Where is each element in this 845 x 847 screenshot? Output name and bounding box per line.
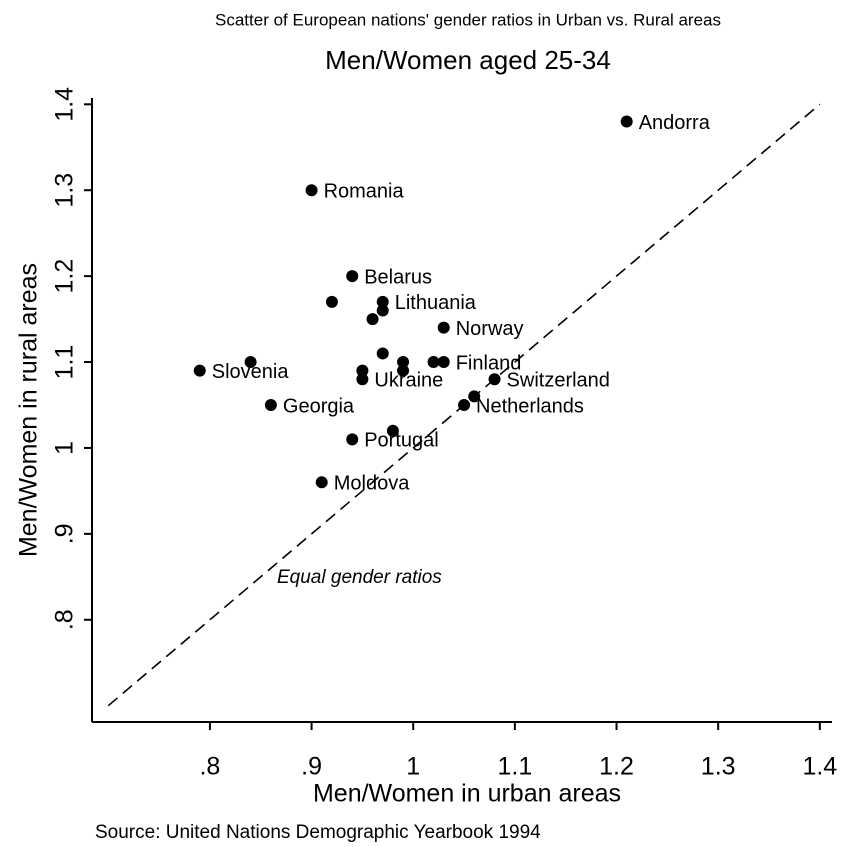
point-label: Portugal — [364, 430, 439, 452]
x-tick-label: 1.4 — [802, 753, 837, 781]
point — [386, 424, 399, 437]
point — [397, 364, 410, 377]
x-tick-label: .9 — [301, 753, 322, 781]
point — [356, 373, 369, 386]
point — [193, 364, 206, 377]
point — [376, 304, 389, 317]
y-tick-label: 1.3 — [51, 173, 79, 208]
chart-supertitle: Scatter of European nations' gender rati… — [215, 10, 721, 29]
point — [315, 476, 328, 489]
point — [620, 115, 633, 128]
y-tick-label: .8 — [51, 609, 79, 630]
y-tick-label: 1 — [51, 441, 79, 455]
y-tick-label: 1.1 — [51, 345, 79, 380]
y-tick-label: .9 — [51, 523, 79, 544]
point — [427, 356, 440, 369]
point-label: Moldova — [334, 473, 410, 495]
equality-line-label: Equal gender ratios — [277, 567, 442, 588]
point — [376, 347, 389, 360]
point-label: Andorra — [639, 112, 711, 134]
point-label: Finland — [456, 352, 522, 374]
point-label: Georgia — [283, 395, 355, 417]
point-label: Belarus — [364, 266, 432, 288]
point-label: Netherlands — [476, 395, 584, 417]
point — [437, 321, 450, 334]
point — [346, 433, 359, 446]
point — [458, 398, 471, 411]
x-tick-label: 1.3 — [701, 753, 736, 781]
point-label: Switzerland — [507, 369, 610, 391]
point — [356, 364, 369, 377]
point — [325, 295, 338, 308]
x-tick-label: .8 — [199, 753, 220, 781]
point-label: Slovenia — [212, 361, 290, 383]
point-label: Romania — [324, 180, 405, 202]
point — [366, 313, 379, 326]
x-tick-label: 1.1 — [497, 753, 532, 781]
point-label: Lithuania — [395, 292, 477, 314]
y-axis-label: Men/Women in rural areas — [15, 263, 43, 557]
point — [488, 373, 501, 386]
x-tick-label: 1 — [406, 753, 420, 781]
point-label: Ukraine — [374, 369, 443, 391]
point — [305, 184, 318, 197]
point — [244, 356, 257, 369]
point — [264, 398, 277, 411]
x-axis-label: Men/Women in urban areas — [313, 780, 621, 808]
point — [468, 390, 481, 403]
point — [346, 270, 359, 283]
chart-title: Men/Women aged 25-34 — [325, 45, 611, 75]
point — [397, 356, 410, 369]
point — [437, 356, 450, 369]
y-tick-label: 1.4 — [51, 87, 79, 122]
point-label: Norway — [456, 318, 524, 340]
point — [376, 295, 389, 308]
source-note: Source: United Nations Demographic Yearb… — [95, 822, 541, 843]
x-tick-label: 1.2 — [599, 753, 634, 781]
y-tick-label: 1.2 — [51, 259, 79, 294]
